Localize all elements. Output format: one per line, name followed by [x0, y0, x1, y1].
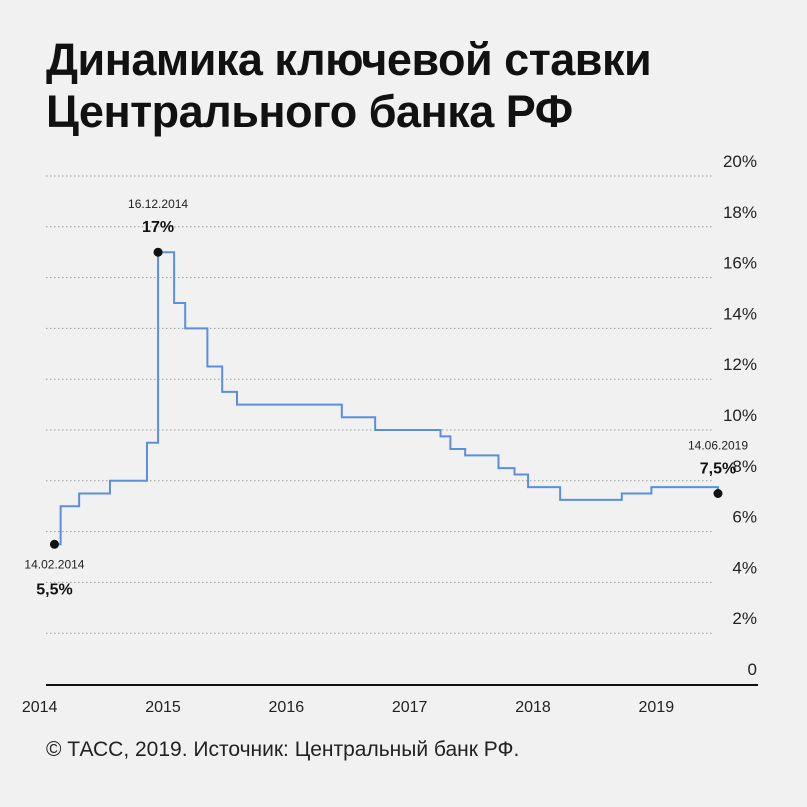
annotation-date: 16.12.2014	[128, 197, 188, 211]
y-tick-label: 0	[748, 660, 757, 679]
x-tick-label: 2018	[515, 699, 551, 716]
x-tick-label: 2017	[392, 699, 428, 716]
x-tick-label: 2019	[639, 699, 675, 716]
x-tick-label: 2016	[269, 699, 305, 716]
annotation-value: 5,5%	[36, 581, 72, 598]
grid-lines	[46, 175, 713, 634]
annotation-value: 17%	[142, 219, 174, 236]
y-tick-label: 10%	[723, 406, 757, 425]
x-tick-label: 2015	[145, 699, 181, 716]
y-tick-label: 12%	[723, 355, 757, 374]
y-tick-label: 20%	[723, 152, 757, 171]
source-footer: © ТАСС, 2019. Источник: Центральный банк…	[46, 738, 520, 761]
chart-title: Динамика ключевой ставки Центрального ба…	[46, 34, 652, 138]
x-tick-label: 2014	[22, 699, 58, 716]
annotation-value: 7,5%	[700, 461, 736, 478]
annotation-point	[153, 247, 163, 257]
annotation-point	[49, 539, 59, 549]
chart-title-line-1: Динамика ключевой ставки	[46, 34, 652, 85]
annotation-date: 14.02.2014	[24, 557, 84, 571]
key-rate-line	[54, 251, 719, 546]
y-tick-label: 16%	[723, 254, 757, 273]
y-tick-label: 2%	[732, 609, 757, 628]
y-tick-label: 14%	[723, 304, 757, 323]
y-axis-labels: 0 2% 4% 6% 8% 10% 12% 14% 16% 18% 20%	[723, 152, 757, 679]
x-axis: 2014 2015 2016 2017 2018 2019	[22, 684, 758, 716]
annotation-point	[713, 489, 723, 498]
y-tick-label: 6%	[732, 508, 757, 527]
annotation-date: 14.06.2019	[688, 439, 748, 453]
y-tick-label: 4%	[732, 558, 757, 577]
y-tick-label: 8%	[732, 457, 757, 476]
series-layer	[54, 251, 719, 546]
y-tick-label: 18%	[723, 203, 757, 222]
annotations-layer: 14.02.2014 5,5% 16.12.2014 17% 14.06.2019 7,5…	[24, 197, 748, 598]
chart-title-line-2: Центрального банка РФ	[46, 86, 573, 137]
